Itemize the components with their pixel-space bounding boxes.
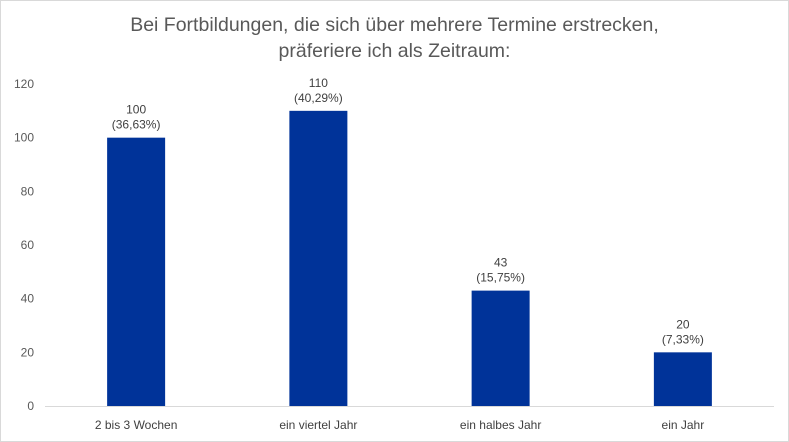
data-label-percent: (36,63%) — [112, 118, 161, 132]
data-label-value: 100 — [126, 103, 146, 117]
x-category-label: 2 bis 3 Wochen — [95, 418, 178, 432]
bar-3 — [471, 290, 530, 406]
data-label-percent: (40,29%) — [294, 91, 343, 105]
chart-title-line-1: Bei Fortbildungen, die sich über mehrere… — [130, 14, 659, 36]
y-tick-label: 60 — [21, 238, 35, 252]
data-label-percent: (15,75%) — [476, 271, 525, 285]
x-category-label: ein viertel Jahr — [279, 418, 357, 432]
y-tick-label: 80 — [21, 184, 35, 198]
data-label-value: 20 — [676, 317, 690, 331]
chart-title-line-2: präferiere ich als Zeitraum: — [278, 40, 511, 62]
bar-1 — [107, 137, 166, 406]
bar-2 — [289, 110, 348, 406]
y-tick-label: 0 — [27, 399, 34, 413]
x-category-label: ein Jahr — [662, 418, 705, 432]
data-label-percent: (7,33%) — [662, 332, 704, 346]
data-label-value: 43 — [494, 256, 508, 270]
y-tick-label: 100 — [14, 131, 34, 145]
y-tick-label: 40 — [21, 292, 35, 306]
y-tick-label: 20 — [21, 345, 35, 359]
bar-4 — [653, 352, 712, 406]
x-category-label: ein halbes Jahr — [460, 418, 541, 432]
data-label-value: 110 — [309, 76, 328, 90]
y-tick-label: 120 — [14, 77, 34, 91]
